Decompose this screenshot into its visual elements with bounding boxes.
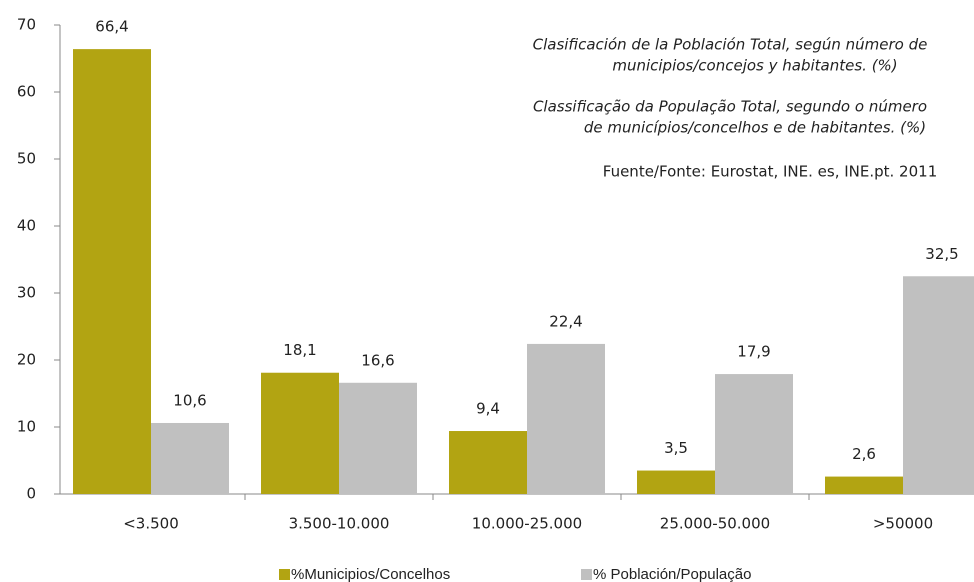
data-label: 66,4 <box>95 18 128 36</box>
bar <box>527 343 605 494</box>
y-tick-label: 60 <box>17 83 36 101</box>
x-tick-label: <3.500 <box>123 515 179 533</box>
data-label: 17,9 <box>737 343 770 361</box>
note: de municípios/concelhos e de habitantes.… <box>584 119 926 137</box>
y-tick-label: 10 <box>17 418 36 436</box>
bar <box>339 382 417 494</box>
x-tick-label: 3.500-10.000 <box>289 515 390 533</box>
y-tick-label: 0 <box>26 485 36 503</box>
bar <box>151 422 229 494</box>
legend-swatch <box>279 569 290 580</box>
legend-swatch <box>581 569 592 580</box>
bar <box>637 470 715 494</box>
y-tick-label: 40 <box>17 217 36 235</box>
data-label: 22,4 <box>549 312 582 330</box>
y-tick-label: 30 <box>17 284 36 302</box>
bar <box>449 431 527 494</box>
bar <box>715 374 793 494</box>
bar <box>903 276 974 494</box>
x-tick-label: 25.000-50.000 <box>660 515 770 533</box>
data-label: 18,1 <box>283 341 316 359</box>
note: municipios/concejos y habitantes. (%) <box>612 57 897 75</box>
source: Fuente/Fonte: Eurostat, INE. es, INE.pt.… <box>603 163 937 181</box>
legend-label: % Población/População <box>593 566 751 582</box>
data-label: 9,4 <box>476 400 500 418</box>
data-label: 3,5 <box>664 439 688 457</box>
note: Clasificación de la Población Total, seg… <box>533 36 928 54</box>
bar <box>73 49 151 495</box>
x-tick-label: 10.000-25.000 <box>472 515 582 533</box>
data-label: 2,6 <box>852 445 876 463</box>
data-label: 16,6 <box>361 351 394 369</box>
data-label: 32,5 <box>925 245 958 263</box>
data-label: 10,6 <box>173 391 206 409</box>
x-tick-label: >50000 <box>873 515 933 533</box>
legend-label: %Municipios/Concelhos <box>291 566 450 582</box>
y-tick-label: 70 <box>17 16 36 34</box>
y-tick-label: 20 <box>17 351 36 369</box>
note: Classificação da População Total, segund… <box>533 98 927 116</box>
y-tick-label: 50 <box>17 150 36 168</box>
bar <box>825 476 903 494</box>
bar <box>261 372 339 494</box>
